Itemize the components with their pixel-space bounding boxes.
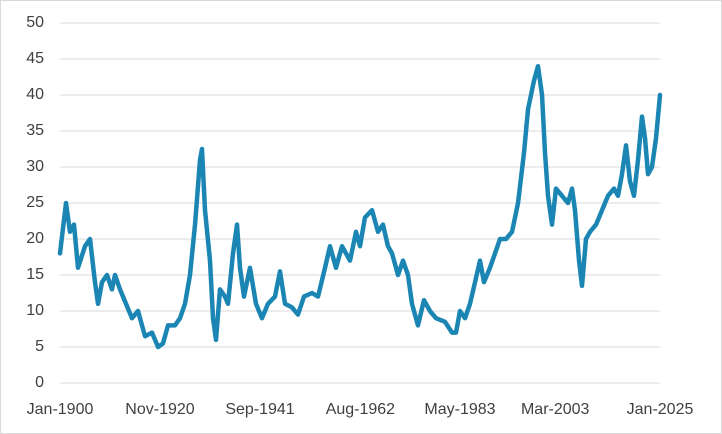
x-tick-label: Jan-2025: [627, 401, 694, 418]
y-tick-label: 30: [26, 158, 44, 175]
x-tick-label: Jan-1900: [27, 401, 94, 418]
x-tick-label: Mar-2003: [521, 401, 590, 418]
x-tick-label: May-1983: [424, 401, 495, 418]
y-tick-label: 25: [26, 194, 44, 211]
y-tick-label: 5: [35, 338, 44, 355]
x-tick-label: Sep-1941: [225, 401, 294, 418]
y-tick-label: 40: [26, 86, 44, 103]
y-tick-label: 0: [35, 374, 44, 391]
x-tick-label: Aug-1962: [326, 401, 395, 418]
x-tick-label: Nov-1920: [125, 401, 194, 418]
y-tick-label: 45: [26, 50, 44, 67]
data-line: [57, 63, 663, 350]
y-tick-label: 50: [26, 14, 44, 31]
y-tick-label: 35: [26, 122, 44, 139]
y-tick-label: 20: [26, 230, 44, 247]
y-tick-label: 10: [26, 302, 44, 319]
y-tick-label: 15: [26, 266, 44, 283]
